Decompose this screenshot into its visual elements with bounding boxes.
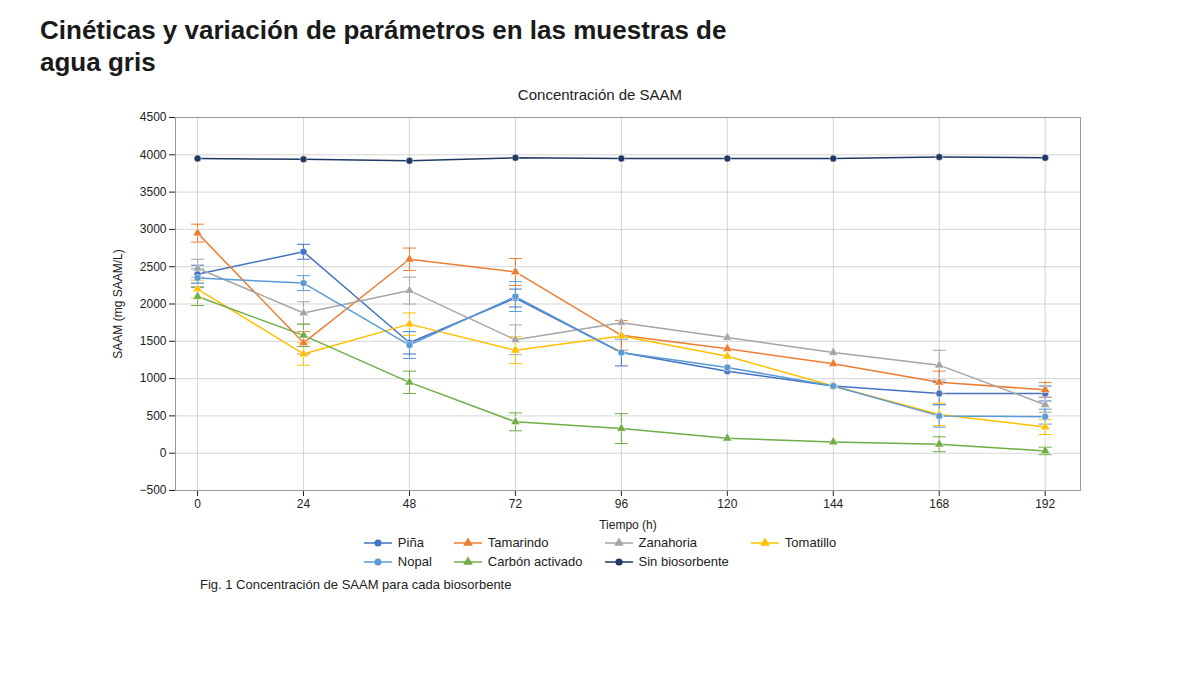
svg-text:2000: 2000 (140, 297, 167, 311)
html-text:Piña: Piña (397, 535, 424, 550)
svg-text:24: 24 (297, 497, 311, 511)
svg-text:0: 0 (194, 497, 201, 511)
svg-text:192: 192 (1035, 497, 1055, 511)
html-text:agua gris: agua gris (40, 47, 156, 77)
svg-text:48: 48 (403, 497, 417, 511)
svg-text:120: 120 (717, 497, 737, 511)
svg-text:1500: 1500 (140, 334, 167, 348)
svg-text:500: 500 (146, 409, 166, 423)
html-text:Concentración de SAAM: Concentración de SAAM (517, 86, 683, 103)
svg-text:SAAM (mg SAAM/L): SAAM (mg SAAM/L) (111, 249, 125, 358)
html-text:Cinéticas y variación de parám: Cinéticas y variación de parámetros en l… (40, 15, 727, 45)
svg-text:Tiempo (h): Tiempo (h) (599, 518, 657, 532)
html-text:Tamarindo: Tamarindo (487, 535, 549, 550)
svg-text:−500: −500 (139, 483, 166, 497)
svg-text:2500: 2500 (140, 260, 167, 274)
svg-text:144: 144 (823, 497, 843, 511)
svg-text:4500: 4500 (140, 110, 167, 124)
svg-text:4000: 4000 (140, 148, 167, 162)
svg-text:3000: 3000 (140, 222, 167, 236)
svg-text:3500: 3500 (140, 185, 167, 199)
svg-text:72: 72 (509, 497, 523, 511)
html-text:Nopal: Nopal (397, 554, 432, 569)
html-text:Carbón activado: Carbón activado (487, 554, 583, 569)
svg-text:168: 168 (929, 497, 949, 511)
html-text:Tomatillo: Tomatillo (784, 535, 837, 550)
html-text:Zanahoria: Zanahoria (638, 535, 697, 550)
html-text:Sin biosorbente: Sin biosorbente (638, 554, 729, 569)
svg-text:96: 96 (615, 497, 629, 511)
svg-text:0: 0 (160, 446, 167, 460)
html-text:Fig. 1 Concentración de SAAM p: Fig. 1 Concentración de SAAM para cada b… (200, 577, 512, 592)
svg-text:1000: 1000 (140, 371, 167, 385)
